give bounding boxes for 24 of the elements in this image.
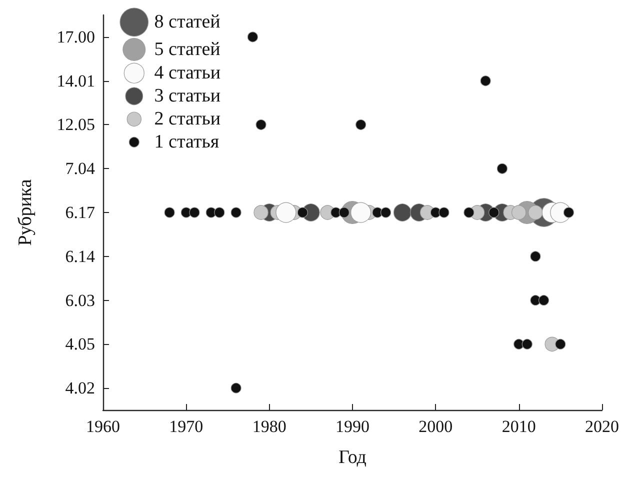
y-tick-label: 6.14 [65,246,96,266]
y-tick-label: 7.04 [65,159,96,178]
x-axis-title: Год [338,447,367,468]
y-tick-label: 14.01 [56,71,95,90]
y-tick-label: 4.02 [65,378,95,398]
x-tick-label: 2010 [502,417,536,436]
y-tick-label: 17.00 [56,27,95,46]
legend-label: 5 статей [154,38,220,60]
x-tick-label: 1980 [252,417,286,436]
legend-label: 3 статьи [154,86,221,107]
x-tick-label: 1990 [336,417,370,436]
x-tick-label: 1960 [86,417,120,436]
legend-label: 8 статей [154,12,220,33]
x-tick-label: 1970 [169,417,204,436]
y-tick-label: 4.05 [65,334,95,354]
y-tick-label: 6.17 [65,203,96,222]
x-tick-label: 2000 [418,417,453,436]
x-tick-label: 2020 [585,417,619,436]
legend-label: 1 статья [154,132,220,153]
y-axis-title: Рубрика [15,178,36,246]
legend-label: 4 статьи [154,62,221,84]
legend-label: 2 статьи [154,108,221,130]
y-tick-label: 6.03 [65,290,95,310]
y-tick-label: 12.05 [56,115,95,134]
